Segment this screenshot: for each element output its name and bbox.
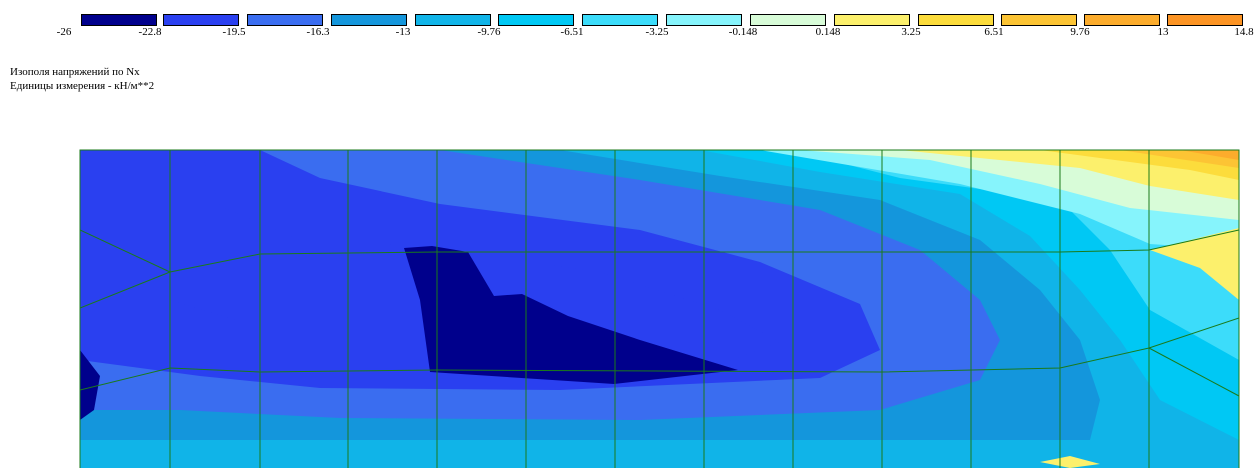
legend-tick: 9.76 — [1070, 26, 1090, 38]
mesh-line — [80, 317, 1239, 391]
legend-tick: 14.8 — [1234, 26, 1254, 38]
legend-swatch — [918, 14, 994, 26]
mesh-line — [1148, 347, 1239, 397]
legend-swatch — [582, 14, 658, 26]
legend-tick: -16.3 — [306, 26, 330, 38]
plot-border — [79, 149, 1240, 468]
legend-tick: -3.25 — [645, 26, 669, 38]
legend-swatch — [1084, 14, 1160, 26]
legend-tick: 6.51 — [984, 26, 1004, 38]
legend-swatch — [81, 14, 157, 26]
legend-tick: -19.5 — [222, 26, 246, 38]
chart-units: Единицы измерения - кН/м**2 — [10, 80, 155, 92]
isofield-bands — [80, 150, 1239, 468]
legend-swatch — [666, 14, 742, 26]
legend-tick: -9.76 — [477, 26, 501, 38]
chart-title: Изополя напряжений по Nx — [10, 66, 140, 78]
legend-swatch — [1001, 14, 1077, 26]
legend-tick: 13 — [1157, 26, 1169, 38]
legend-swatch — [498, 14, 574, 26]
isofield-band — [1150, 228, 1239, 300]
legend-tick: -13 — [395, 26, 411, 38]
legend-swatch — [1167, 14, 1243, 26]
legend-swatch — [331, 14, 407, 26]
legend-swatch — [415, 14, 491, 26]
isofield-band — [80, 350, 100, 420]
mesh-line — [80, 229, 171, 273]
legend-tick: -22.8 — [138, 26, 162, 38]
isofield-band — [1040, 456, 1100, 468]
legend-tick: -26 — [56, 26, 72, 38]
legend-tick: 3.25 — [901, 26, 921, 38]
isofield-band — [404, 246, 738, 384]
legend-tick: -0.148 — [728, 26, 758, 38]
isofield-band — [1180, 150, 1239, 160]
fe-mesh — [80, 150, 1239, 468]
legend-tick: -6.51 — [560, 26, 584, 38]
legend-swatch — [163, 14, 239, 26]
legend-swatch — [247, 14, 323, 26]
legend-tick: 0.148 — [815, 26, 841, 38]
legend-swatch — [834, 14, 910, 26]
legend-swatch — [750, 14, 826, 26]
color-legend: -26 -22.8 -19.5 -16.3 -13 -9.76 -6.51 -3… — [0, 0, 1259, 40]
